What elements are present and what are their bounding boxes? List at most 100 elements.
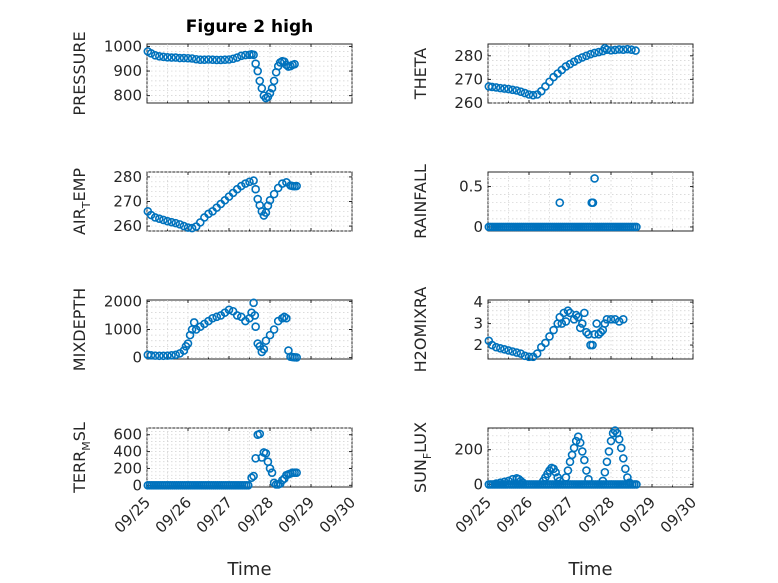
data-point bbox=[508, 474, 517, 484]
data-point bbox=[577, 53, 587, 62]
x-tick-label: 09/27 bbox=[534, 493, 577, 536]
data-point bbox=[187, 223, 197, 233]
data-point bbox=[232, 311, 242, 320]
data-point bbox=[571, 436, 581, 446]
chart-title: Figure 2 high bbox=[186, 17, 314, 37]
data-point bbox=[191, 54, 201, 64]
data-point bbox=[249, 471, 258, 481]
data-point bbox=[580, 308, 589, 318]
data-point bbox=[532, 349, 542, 358]
data-point bbox=[224, 305, 234, 315]
data-point bbox=[495, 83, 505, 93]
y-axis-label: TERRMSL bbox=[70, 422, 93, 494]
y-tick-label: 600 bbox=[113, 426, 142, 444]
y-axis-label-rest: SL bbox=[70, 422, 89, 441]
y-axis-label-subscript: F bbox=[421, 453, 434, 459]
data-point bbox=[241, 179, 250, 188]
y-tick-label: 4 bbox=[473, 293, 483, 311]
y-tick-label: 400 bbox=[113, 443, 142, 461]
data-point bbox=[610, 45, 620, 55]
data-point bbox=[504, 84, 513, 94]
y-tick-label: 0 bbox=[473, 218, 483, 236]
y-axis-label: THETA bbox=[411, 48, 430, 100]
data-point bbox=[504, 346, 513, 355]
data-point bbox=[292, 353, 301, 362]
data-point bbox=[588, 340, 597, 350]
data-point bbox=[618, 454, 628, 463]
data-point bbox=[614, 434, 624, 444]
data-point bbox=[216, 55, 226, 65]
y-axis-label: H2OMIXRA bbox=[411, 287, 430, 373]
data-point bbox=[541, 338, 550, 348]
y-axis-label-main: AIR bbox=[70, 208, 89, 235]
data-point bbox=[580, 455, 589, 465]
data-point bbox=[159, 52, 168, 62]
data-point bbox=[577, 447, 587, 456]
data-point bbox=[247, 473, 256, 483]
x-tick-label: 09/29 bbox=[616, 493, 659, 536]
data-point bbox=[167, 217, 176, 227]
data-point bbox=[563, 466, 573, 475]
data-point bbox=[187, 54, 197, 63]
data-point bbox=[573, 55, 583, 64]
data-point bbox=[146, 49, 156, 58]
data-point bbox=[508, 347, 517, 356]
data-point bbox=[183, 223, 193, 232]
y-tick-label: 0 bbox=[473, 475, 483, 493]
y-axis-label-subscript: M bbox=[80, 441, 93, 451]
data-point bbox=[255, 429, 265, 439]
data-point bbox=[549, 325, 558, 335]
data-point bbox=[265, 195, 275, 205]
data-point bbox=[604, 447, 614, 456]
y-tick-label: 270 bbox=[113, 193, 142, 211]
data-point bbox=[292, 468, 301, 477]
data-point bbox=[582, 327, 591, 337]
data-point bbox=[171, 218, 180, 228]
data-point bbox=[516, 476, 526, 486]
data-point bbox=[267, 468, 277, 477]
data-point bbox=[575, 438, 585, 448]
data-point bbox=[524, 90, 534, 99]
data-point bbox=[610, 315, 620, 324]
data-point bbox=[196, 218, 205, 227]
data-point bbox=[575, 323, 585, 333]
data-series bbox=[484, 426, 641, 489]
y-axis-label-rest: LUX bbox=[411, 422, 430, 453]
y-tick-label: 260 bbox=[454, 94, 483, 112]
data-point bbox=[491, 479, 501, 488]
subplot-2: 260 270 280 THETA bbox=[411, 43, 694, 112]
data-point bbox=[251, 322, 260, 331]
data-point bbox=[269, 76, 279, 86]
data-point bbox=[590, 48, 599, 58]
data-point bbox=[495, 478, 505, 487]
data-point bbox=[618, 315, 628, 324]
data-point bbox=[290, 59, 299, 69]
data-point bbox=[183, 53, 193, 63]
data-series bbox=[143, 176, 301, 233]
data-point bbox=[249, 50, 258, 60]
data-point bbox=[237, 51, 246, 61]
data-point bbox=[618, 45, 628, 54]
data-point bbox=[204, 55, 213, 64]
data-point bbox=[602, 315, 612, 324]
x-tick-label: 09/30 bbox=[657, 493, 700, 536]
data-point bbox=[616, 443, 626, 453]
data-point bbox=[516, 87, 526, 96]
data-point bbox=[265, 330, 275, 340]
data-point bbox=[627, 45, 636, 54]
data-point bbox=[621, 464, 630, 474]
subplot-5: 0 1000 2000 MIXDEPTH bbox=[70, 288, 353, 371]
data-point bbox=[208, 313, 217, 323]
data-point bbox=[584, 474, 593, 484]
data-point bbox=[179, 346, 189, 355]
data-point bbox=[261, 448, 271, 458]
data-point bbox=[586, 49, 595, 59]
data-point bbox=[582, 466, 591, 475]
data-point bbox=[269, 189, 279, 199]
data-point bbox=[516, 349, 526, 358]
data-point bbox=[228, 54, 238, 64]
y-tick-label: 900 bbox=[113, 62, 142, 80]
data-point bbox=[250, 311, 260, 320]
data-point bbox=[150, 351, 160, 360]
